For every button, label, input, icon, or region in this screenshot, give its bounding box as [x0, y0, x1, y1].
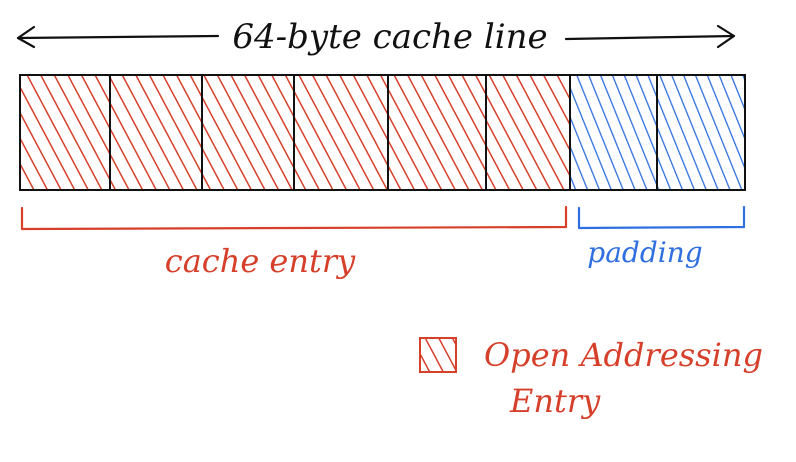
- arrow-left-shaft: [16, 34, 220, 40]
- arrow-right-head: [716, 24, 736, 49]
- cache-entry-bracket-line: [20, 205, 568, 231]
- padding-bracket-line: [577, 205, 746, 230]
- legend-swatch-icon: [419, 337, 457, 373]
- cache-line-arrow: 64-byte cache line: [16, 17, 736, 57]
- cache-entry-label: cache entry: [165, 242, 356, 280]
- cache-entry-bracket: cache entry: [20, 205, 568, 280]
- legend-swatch-fill: [420, 338, 456, 372]
- arrow-right-shaft: [564, 34, 736, 41]
- cache-line-cells: [19, 74, 746, 191]
- cache-line-outline: [19, 74, 746, 191]
- cache-line-label: 64-byte cache line: [232, 17, 547, 57]
- padding-label: padding: [587, 236, 702, 269]
- legend-label-line2: Entry: [509, 382, 601, 420]
- legend-label-line1: Open Addressing: [484, 336, 763, 374]
- arrow-left-head: [16, 25, 36, 49]
- padding-bracket: padding: [577, 205, 746, 269]
- legend: Open Addressing Entry: [419, 336, 763, 420]
